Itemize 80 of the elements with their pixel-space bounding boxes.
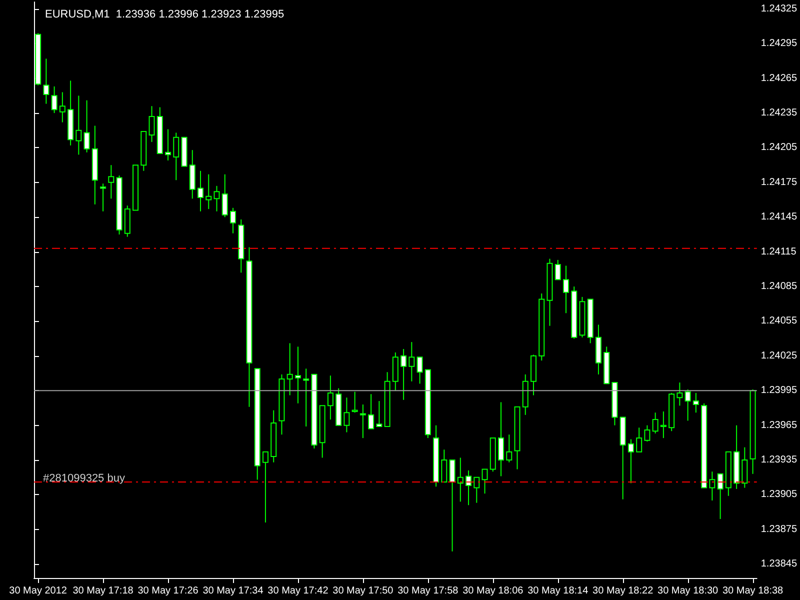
candlestick bbox=[100, 183, 106, 212]
candlestick bbox=[173, 132, 180, 181]
candlestick bbox=[457, 457, 464, 502]
x-tick-label: 30 May 17:34 bbox=[202, 586, 264, 596]
y-tick-label: 1.24175 bbox=[760, 176, 798, 188]
candlestick bbox=[506, 434, 512, 463]
candlestick bbox=[709, 471, 716, 502]
candlestick bbox=[59, 92, 66, 123]
candlestick bbox=[684, 388, 691, 422]
x-tick-label: 30 May 18:14 bbox=[528, 586, 589, 596]
y-tick-label: 1.23965 bbox=[760, 420, 798, 431]
x-tick-label: 30 May 17:58 bbox=[398, 586, 459, 596]
candlestick bbox=[327, 375, 334, 420]
candlestick bbox=[51, 86, 58, 114]
candlestick bbox=[376, 400, 382, 427]
x-tick-label: 30 May 17:26 bbox=[138, 586, 199, 596]
y-tick-label: 1.24295 bbox=[760, 38, 798, 50]
candlestick bbox=[198, 170, 204, 212]
candlestick bbox=[644, 424, 650, 442]
x-tick-label: 30 May 18:38 bbox=[722, 586, 784, 596]
candlestick bbox=[76, 95, 82, 156]
candlestick bbox=[408, 342, 415, 382]
candlestick bbox=[214, 185, 220, 212]
candlestick bbox=[562, 265, 569, 314]
y-tick-label: 1.24205 bbox=[760, 142, 798, 154]
y-tick-label: 1.23905 bbox=[760, 489, 798, 500]
candlestick bbox=[416, 356, 423, 384]
x-tick-label: 30 May 18:22 bbox=[592, 586, 654, 596]
y-tick-label: 1.24055 bbox=[760, 316, 798, 327]
text: EURUSD,M1 1.23936 1.23996 1.23923 1.23995 bbox=[45, 8, 284, 20]
candlestick bbox=[466, 470, 472, 506]
x-tick-label: 30 May 18:30 bbox=[658, 586, 719, 596]
candlestick bbox=[676, 382, 683, 406]
candlestick bbox=[554, 259, 561, 280]
x-tick-label: 30 May 17:42 bbox=[268, 586, 329, 596]
candlestick bbox=[498, 402, 504, 477]
candlestick bbox=[441, 449, 448, 482]
candlestick bbox=[717, 473, 724, 520]
y-tick-label: 1.24085 bbox=[760, 281, 798, 292]
candlestick bbox=[652, 412, 658, 434]
candlestick bbox=[165, 128, 172, 161]
candlestick bbox=[692, 392, 699, 414]
y-tick-label: 1.24265 bbox=[760, 72, 798, 84]
y-tick-label: 1.24325 bbox=[760, 3, 798, 14]
x-tick-label: 30 May 2012 bbox=[9, 586, 68, 596]
y-tick-label: 1.24025 bbox=[760, 350, 798, 362]
y-tick-label: 1.24235 bbox=[760, 108, 798, 119]
ref-line-label: #281099325 buy bbox=[43, 472, 126, 484]
candlestick bbox=[360, 404, 366, 439]
candlestick bbox=[660, 410, 666, 439]
x-tick-label: 30 May 17:18 bbox=[72, 586, 134, 596]
candlestick bbox=[262, 451, 268, 523]
candlestick bbox=[108, 164, 114, 200]
y-tick-label: 1.24145 bbox=[760, 212, 798, 223]
candlestick bbox=[84, 100, 90, 153]
candlestick bbox=[636, 427, 642, 452]
candlestick bbox=[482, 468, 488, 494]
y-tick-label: 1.23995 bbox=[760, 385, 798, 396]
candlestick bbox=[400, 348, 407, 400]
candlestick bbox=[352, 391, 358, 414]
y-tick-label: 1.23935 bbox=[760, 454, 798, 466]
candlestick bbox=[206, 174, 212, 210]
candlestick bbox=[368, 394, 374, 430]
candlestick bbox=[294, 346, 301, 404]
candlestick bbox=[148, 106, 155, 142]
candlestick bbox=[230, 207, 236, 234]
candlestick bbox=[449, 460, 456, 552]
candlestick bbox=[474, 476, 480, 504]
x-tick-label: 30 May 18:06 bbox=[462, 586, 524, 596]
candlestick bbox=[628, 438, 634, 484]
y-tick-label: 1.24115 bbox=[760, 246, 797, 258]
y-tick-label: 1.23845 bbox=[760, 558, 798, 570]
candlestick bbox=[742, 446, 748, 488]
candlestick bbox=[344, 397, 350, 433]
candlestick bbox=[43, 58, 50, 104]
candlestick bbox=[303, 368, 310, 427]
y-tick-label: 1.23875 bbox=[760, 524, 798, 535]
x-tick-label: 30 May 17:50 bbox=[332, 586, 394, 596]
candlestick bbox=[286, 342, 293, 396]
candlestick bbox=[222, 174, 228, 218]
